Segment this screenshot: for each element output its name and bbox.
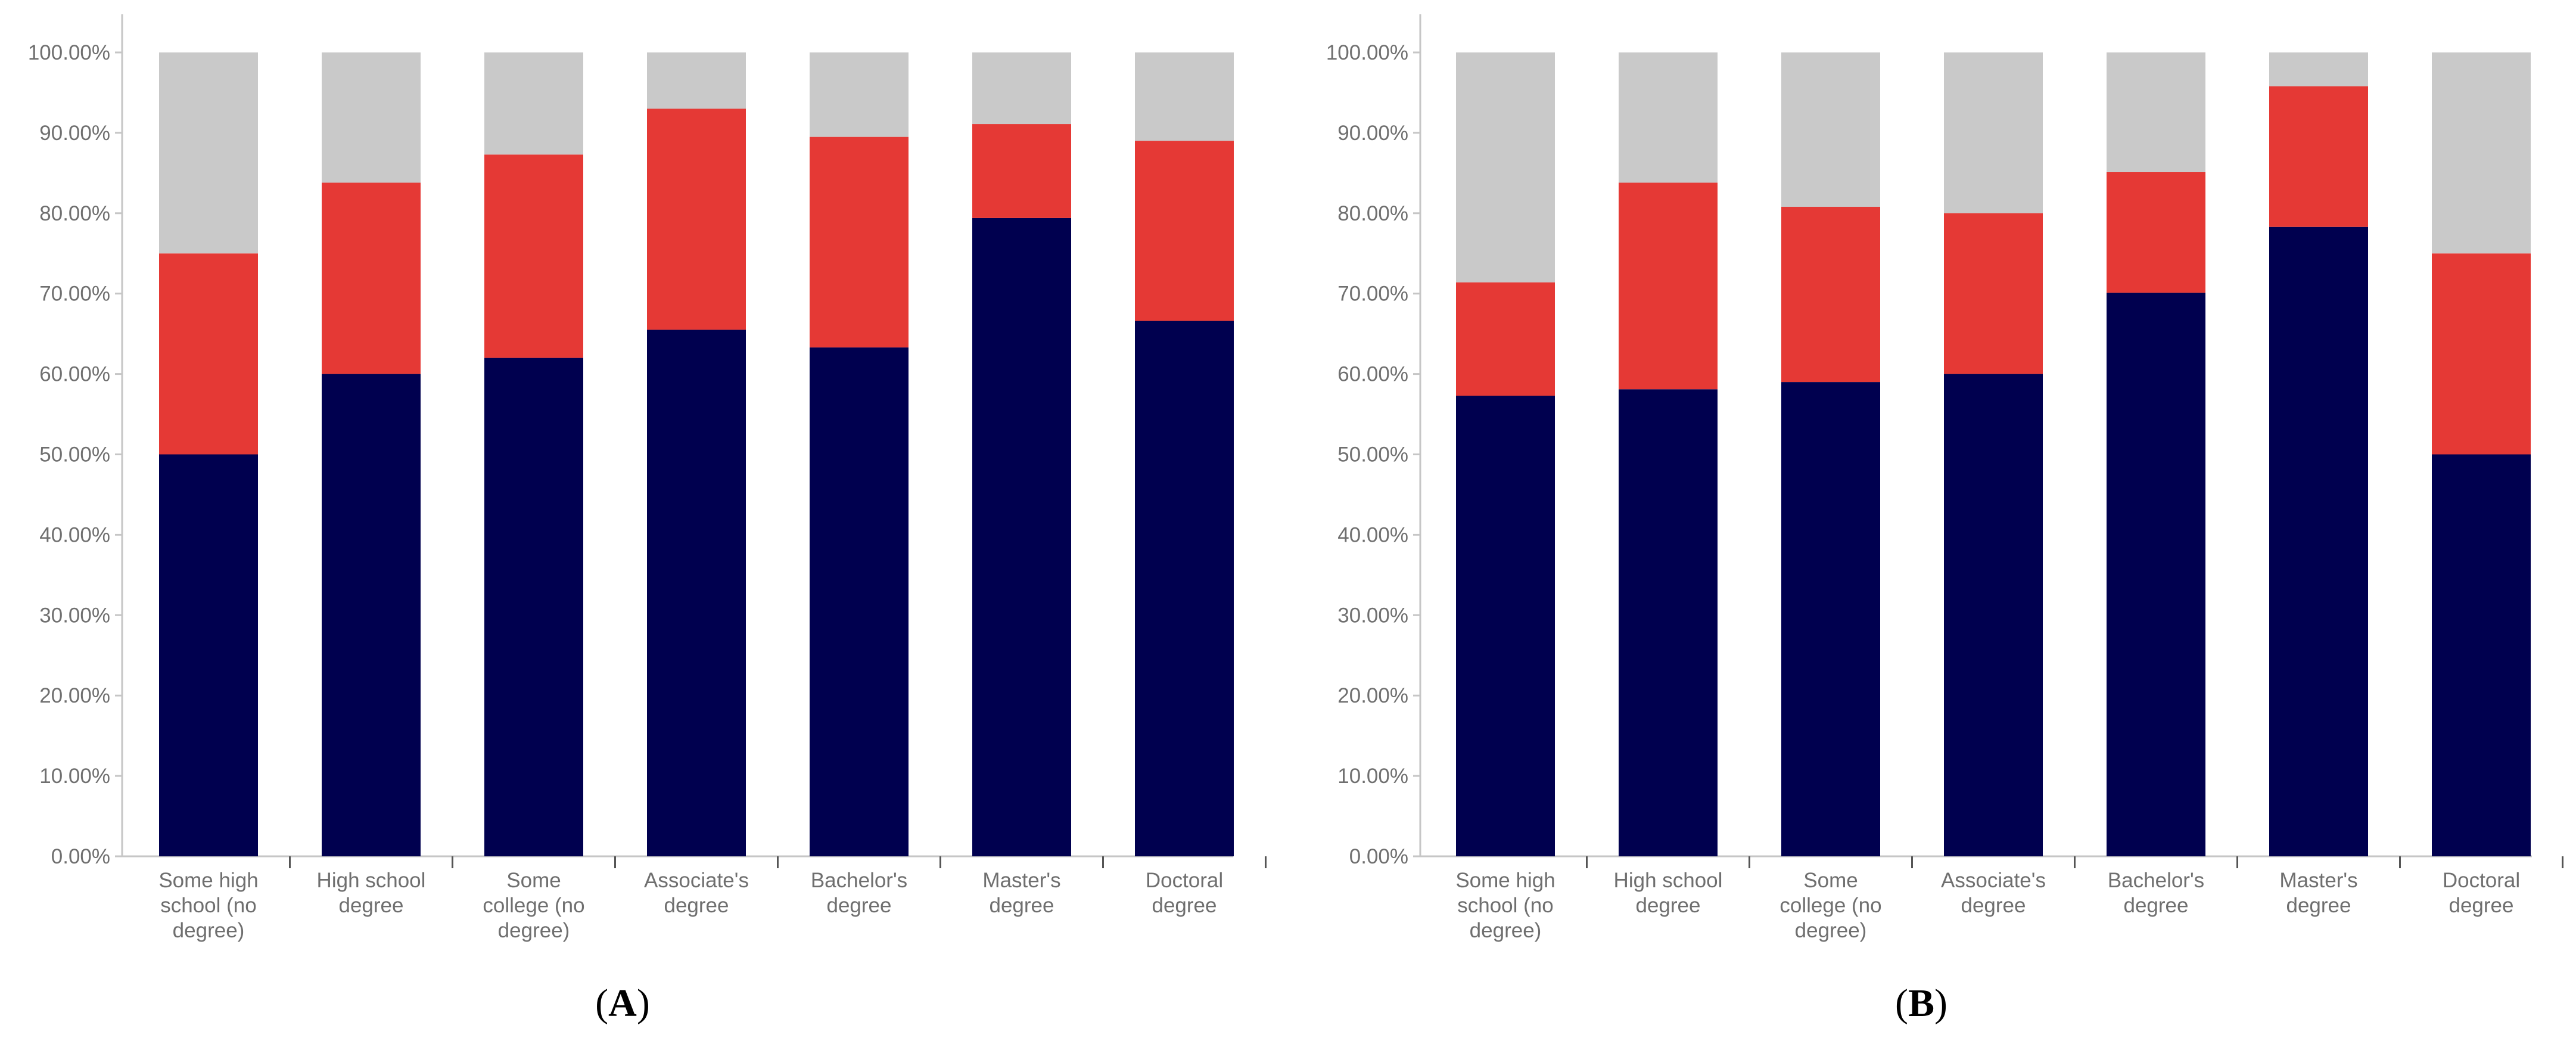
- panel-label: (A): [595, 981, 650, 1025]
- x-tick-label: Associate's degree: [1941, 869, 2046, 917]
- y-tick-label: 30.00%: [39, 604, 110, 627]
- bar-segment-segment3: [1619, 52, 1718, 183]
- bar-segment-segment3: [322, 52, 421, 183]
- bar-segment-segment2: [810, 136, 909, 348]
- bar-segment-segment3: [2269, 52, 2368, 86]
- bar-segment-segment2: [1456, 282, 1555, 396]
- x-tick-label: Doctoral degree: [1146, 869, 1223, 917]
- bar-segment-segment1: [2432, 454, 2531, 856]
- x-tick-label: High school degree: [317, 869, 426, 917]
- bar-segment-segment3: [1944, 52, 2043, 213]
- bar-segment-segment3: [1456, 52, 1555, 282]
- y-tick-label: 80.00%: [1337, 202, 1408, 225]
- x-tick-label: Some high school (no degree): [158, 869, 258, 942]
- x-tick-label: Bachelor's degree: [2108, 869, 2204, 917]
- bar-segment-segment3: [972, 52, 1071, 125]
- bar-segment-segment1: [159, 454, 258, 856]
- bar-segment-segment3: [159, 52, 258, 254]
- y-tick-label: 50.00%: [1337, 443, 1408, 467]
- bar-segment-segment1: [1944, 374, 2043, 856]
- bar-segment-segment2: [2432, 253, 2531, 455]
- y-tick-label: 70.00%: [39, 282, 110, 306]
- bar-segment-segment1: [2107, 293, 2205, 856]
- bar-segment-segment2: [1944, 213, 2043, 374]
- y-tick-label: 60.00%: [1337, 363, 1408, 386]
- y-tick-label: 90.00%: [1337, 122, 1408, 145]
- y-tick-label: 70.00%: [1337, 282, 1408, 306]
- bar-segment-segment3: [647, 52, 746, 109]
- bar-segment-segment3: [1135, 52, 1234, 141]
- y-tick-label: 0.00%: [51, 845, 110, 868]
- y-tick-label: 30.00%: [1337, 604, 1408, 627]
- bar-segment-segment2: [1135, 141, 1234, 321]
- bar-segment-segment3: [810, 52, 909, 137]
- y-tick-label: 10.00%: [39, 765, 110, 788]
- bar-segment-segment1: [647, 330, 746, 856]
- chart-panel-b: 0.00% 10.00% 20.00% 30.00% 40.00% 50.00% 60.00…: [1326, 14, 2563, 1025]
- bar-segment-segment2: [647, 108, 746, 330]
- bar-segment-segment2: [972, 124, 1071, 218]
- y-tick-label: 40.00%: [1337, 523, 1408, 546]
- y-tick-label: 40.00%: [39, 523, 110, 546]
- bar-segment-segment3: [484, 52, 583, 155]
- bar-segment-segment1: [810, 347, 909, 856]
- bar-segment-segment1: [1135, 321, 1234, 856]
- y-tick-label: 20.00%: [39, 684, 110, 707]
- x-tick-label: Associate's degree: [644, 869, 749, 917]
- bar-segment-segment1: [972, 218, 1071, 856]
- bar-segment-segment2: [484, 154, 583, 358]
- x-tick-label: Bachelor's degree: [811, 869, 907, 917]
- x-tick-label: Some college (no degree): [483, 869, 584, 942]
- bar-segment-segment2: [2107, 172, 2205, 293]
- bar-segment-segment2: [1781, 207, 1880, 383]
- y-tick-label: 50.00%: [39, 443, 110, 467]
- x-tick-label: Master's degree: [982, 869, 1060, 917]
- y-tick-label: 90.00%: [39, 122, 110, 145]
- x-tick-label: Doctoral degree: [2443, 869, 2520, 917]
- bar-segment-segment3: [2432, 52, 2531, 254]
- x-tick-label: Master's degree: [2279, 869, 2357, 917]
- y-tick-label: 20.00%: [1337, 684, 1408, 707]
- bar-segment-segment2: [322, 182, 421, 374]
- y-tick-label: 60.00%: [39, 363, 110, 386]
- y-tick-label: 80.00%: [39, 202, 110, 225]
- bar-segment-segment1: [2269, 226, 2368, 856]
- y-tick-label: 0.00%: [1349, 845, 1408, 868]
- y-tick-label: 100.00%: [1326, 41, 1408, 64]
- bar-segment-segment1: [484, 358, 583, 856]
- bar-segment-segment1: [1781, 382, 1880, 856]
- bar-segment-segment1: [322, 374, 421, 856]
- bar-segment-segment2: [1619, 182, 1718, 390]
- bar-segment-segment1: [1619, 389, 1718, 856]
- bar-segment-segment3: [1781, 52, 1880, 207]
- bar-segment-segment2: [159, 253, 258, 455]
- bar-segment-segment2: [2269, 86, 2368, 227]
- panel-label: (B): [1895, 981, 1947, 1025]
- x-tick-label: High school degree: [1614, 869, 1723, 917]
- chart-panel-a: 0.00% 10.00% 20.00% 30.00% 40.00% 50.00% 60.00…: [28, 14, 1267, 1025]
- y-tick-label: 10.00%: [1337, 765, 1408, 788]
- bar-segment-segment3: [2107, 52, 2205, 173]
- y-tick-label: 100.00%: [28, 41, 110, 64]
- x-tick-label: Some college (no degree): [1779, 869, 1881, 942]
- x-tick-label: Some high school (no degree): [1455, 869, 1555, 942]
- bar-segment-segment1: [1456, 396, 1555, 856]
